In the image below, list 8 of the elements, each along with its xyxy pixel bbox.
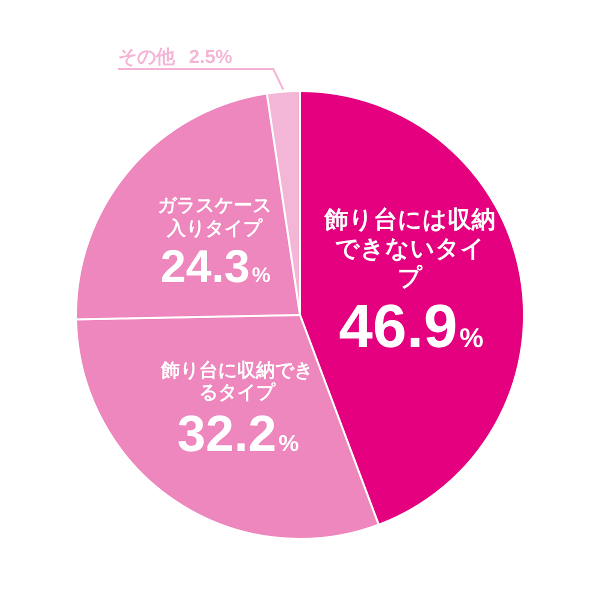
data-label: 46.9%	[338, 292, 484, 360]
slice-label: 飾り台に収納できるタイプ	[160, 360, 314, 406]
slice-label: ガラスケース入りタイプ	[156, 195, 272, 241]
data-label: 2.5%	[189, 47, 232, 68]
data-label: 24.3%	[160, 240, 271, 292]
slice-label: その他	[118, 47, 176, 68]
data-label: 32.2%	[177, 405, 299, 462]
slice-label: 飾り台には収納できないタイプ	[324, 206, 496, 293]
